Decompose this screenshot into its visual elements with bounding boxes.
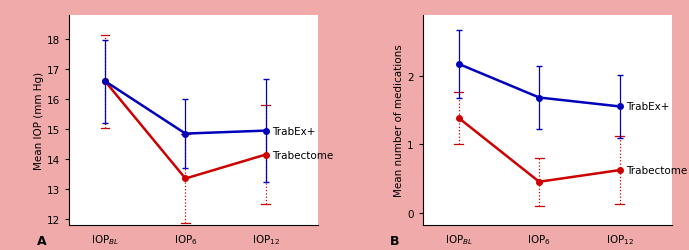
- Y-axis label: Mean IOP (mm Hg): Mean IOP (mm Hg): [34, 72, 44, 170]
- Text: Trabectome: Trabectome: [626, 166, 687, 175]
- Text: A: A: [37, 234, 46, 248]
- Text: B: B: [391, 234, 400, 248]
- X-axis label: Error Bars: ± 2 SE: Error Bars: ± 2 SE: [495, 249, 600, 250]
- X-axis label: Error Bars: ± 2 SE: Error Bars: ± 2 SE: [141, 249, 246, 250]
- Text: TrabEx+: TrabEx+: [272, 126, 316, 136]
- Y-axis label: Mean number of medications: Mean number of medications: [394, 44, 404, 197]
- Text: TrabEx+: TrabEx+: [626, 102, 669, 112]
- Text: Trabectome: Trabectome: [272, 150, 333, 160]
